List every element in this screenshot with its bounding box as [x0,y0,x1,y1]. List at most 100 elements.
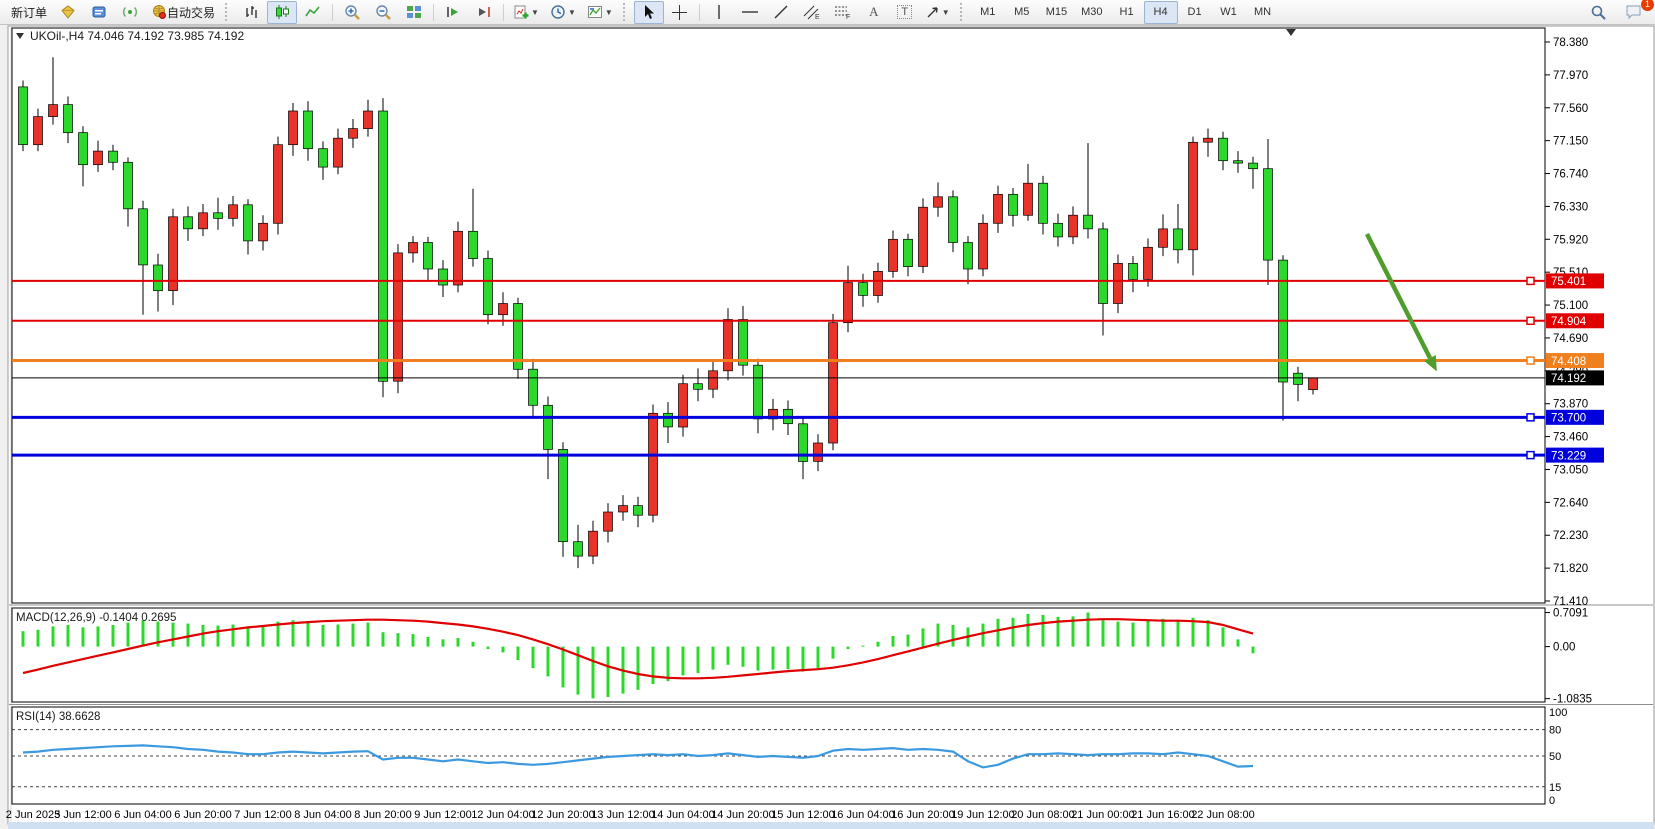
auto-trading-button[interactable]: 自动交易 [146,1,220,24]
timeframe-mn[interactable]: MN [1253,6,1272,18]
svg-text:21 Jun 16:00: 21 Jun 16:00 [1131,809,1195,821]
macd-label: MACD(12,26,9) -0.1404 0.2695 [16,612,176,624]
svg-text:73.460: 73.460 [1553,432,1588,444]
timeframe-h1[interactable]: H1 [1119,6,1134,18]
chevron-down-icon: ▼ [567,7,576,17]
chart-shift-icon [476,4,492,20]
svg-text:6 Jun 20:00: 6 Jun 20:00 [174,809,232,821]
timeframe-m5[interactable]: M5 [1014,6,1030,18]
svg-text:6 Jun 04:00: 6 Jun 04:00 [114,809,172,821]
svg-text:73.050: 73.050 [1553,464,1588,476]
notifications-button[interactable]: 1 [1619,0,1654,24]
zoom-out-icon [375,4,392,21]
timeframe-h4[interactable]: H4 [1143,0,1178,24]
tile-windows-icon [406,4,422,20]
main-chart-panel[interactable] [11,27,1546,604]
signal-icon [122,4,138,20]
svg-text:0: 0 [1549,795,1555,807]
vertical-line-icon [712,4,726,20]
svg-text:72.640: 72.640 [1553,497,1588,509]
new-order-button[interactable]: 新订单 [6,1,52,24]
chart-shift-button[interactable] [469,1,499,24]
price-axis[interactable]: 78.380 77.970 77.560 77.150 76.740 76.330 75.9… [1545,37,1604,608]
macd-layer: 0.7091 0.00 -1.0835 [21,608,1592,706]
timeframe-m1[interactable]: M1 [980,6,996,18]
macd-panel[interactable] [11,607,1546,703]
horizontal-line-tool-button[interactable] [735,1,765,24]
rsi-layer: 100 80 50 150 [12,707,1567,807]
price-levels-layer[interactable] [12,276,1545,460]
indicators-icon [513,4,529,20]
cursor-tool-button[interactable] [633,0,664,24]
svg-text:21 Jun 00:00: 21 Jun 00:00 [1071,809,1135,821]
bar-chart-type-button[interactable] [236,1,266,24]
zoom-out-button[interactable] [368,1,398,24]
terminal-icon [91,4,107,20]
crosshair-tool-button[interactable] [665,1,695,24]
toolbar-grip [622,3,629,21]
trendline-tool-button[interactable] [766,1,796,24]
svg-text:74.904: 74.904 [1551,316,1587,328]
chevron-down-icon: ▼ [531,7,539,17]
timeframe-m30[interactable]: M30 [1081,6,1103,18]
candlestick-type-button[interactable] [267,0,298,24]
svg-text:13 Jun 12:00: 13 Jun 12:00 [591,809,655,821]
svg-text:73.870: 73.870 [1553,399,1588,411]
horizontal-line-icon [741,4,759,20]
window-bottom-strip [8,822,1654,829]
channel-tool-button[interactable]: E [797,1,827,24]
timeframe-d1[interactable]: D1 [1187,6,1202,18]
tile-windows-button[interactable] [399,1,429,24]
zoom-in-button[interactable] [337,1,367,24]
periods-button[interactable]: ▼ [545,1,581,24]
chart-title: UKOil-,H4 74.046 74.192 73.985 74.192 [30,29,244,43]
crosshair-icon [671,4,688,21]
chevron-down-icon: ▼ [941,7,950,17]
svg-text:71.410: 71.410 [1553,596,1588,608]
auto-scroll-button[interactable] [438,1,468,24]
chart-shift-marker-icon[interactable] [1286,29,1296,36]
trendline-icon [773,4,789,20]
cursor-icon [641,4,657,20]
symbol-collapse-icon[interactable] [16,33,24,39]
chat-bubble-icon [1625,4,1643,20]
svg-text:77.150: 77.150 [1553,136,1588,148]
vertical-line-tool-button[interactable] [704,1,734,24]
svg-text:8 Jun 04:00: 8 Jun 04:00 [294,809,352,821]
fibonacci-icon: F [834,4,852,20]
svg-text:0.7091: 0.7091 [1553,608,1588,620]
arrows-tool-button[interactable]: ▼ [921,1,955,24]
svg-text:100: 100 [1549,707,1567,719]
timeframe-m15[interactable]: M15 [1045,6,1068,18]
line-chart-type-button[interactable] [298,1,328,24]
search-button[interactable] [1583,1,1613,24]
arrow-annotation-layer[interactable] [1364,232,1437,372]
svg-text:16 Jun 04:00: 16 Jun 04:00 [831,809,895,821]
terminal-button[interactable] [84,1,114,24]
signal-button[interactable] [115,1,145,24]
indicators-button[interactable]: ▼ [508,1,544,24]
toolbar: 新订单 自动交易 [0,0,1655,25]
candlestick-icon [274,4,290,20]
toolbar-separator [698,3,700,21]
svg-text:74.192: 74.192 [1551,373,1586,385]
timeframe-w1[interactable]: W1 [1220,6,1237,18]
templates-button[interactable]: ▼ [582,1,618,24]
svg-text:12 Jun 04:00: 12 Jun 04:00 [471,809,535,821]
text-tool-button[interactable]: A [859,1,889,24]
auto-scroll-icon [445,4,461,20]
arrow-tool-icon [926,5,940,19]
text-label-tool-button[interactable]: T [890,1,920,24]
fibonacci-tool-button[interactable]: F [828,1,858,24]
svg-text:16 Jun 20:00: 16 Jun 20:00 [891,809,955,821]
new-order-label: 新订单 [11,5,48,20]
toolbar-separator [433,3,435,21]
svg-text:15: 15 [1549,782,1561,794]
svg-text:14 Jun 04:00: 14 Jun 04:00 [651,809,715,821]
market-watch-button[interactable] [53,1,83,24]
svg-text:77.560: 77.560 [1553,103,1588,115]
zoom-in-icon [344,4,361,21]
